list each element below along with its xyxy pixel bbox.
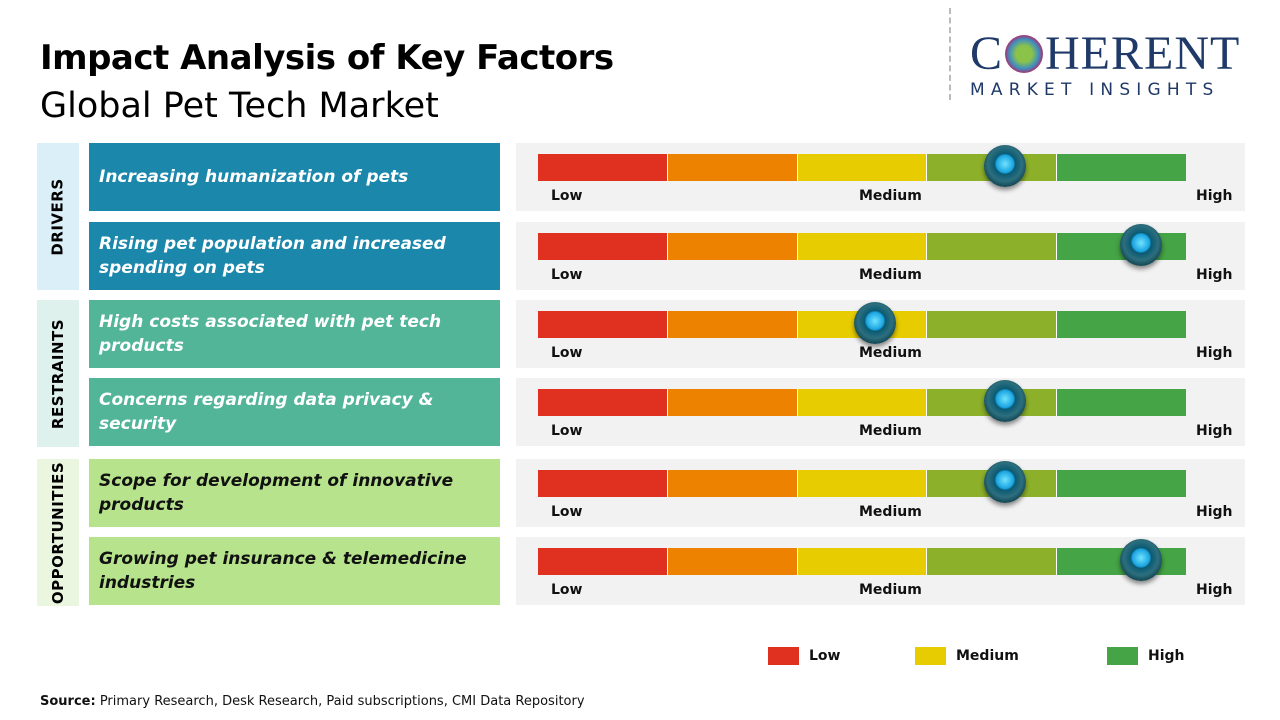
- impact-gauge: Low Medium High: [516, 222, 1245, 290]
- gauge-label-low: Low: [551, 582, 583, 598]
- gauge-segment: [667, 470, 798, 497]
- factor-box: Rising pet population and increased spen…: [89, 222, 500, 290]
- gauge-label-high: High: [1196, 267, 1233, 283]
- coherent-logo: C HERENT MARKET INSIGHTS: [970, 30, 1260, 101]
- gauge-label-medium: Medium: [859, 582, 922, 598]
- gauge-label-medium: Medium: [859, 188, 922, 204]
- gauge-segment: [927, 548, 1058, 575]
- factor-text: Increasing humanization of pets: [99, 167, 409, 187]
- gauge-label-high: High: [1196, 423, 1233, 439]
- gauge-label-high: High: [1196, 504, 1233, 520]
- gauge-segment: [538, 311, 668, 338]
- gauge-label-medium: Medium: [859, 345, 922, 361]
- impact-knob-icon: [983, 461, 1026, 503]
- gauge-label-high: High: [1196, 188, 1233, 204]
- group-label-drivers: DRIVERS: [37, 143, 79, 290]
- impact-gauge: Low Medium High: [516, 378, 1245, 446]
- factor-text: High costs associated with pet tech prod…: [99, 312, 442, 356]
- logo-divider: [949, 8, 951, 100]
- logo-subtitle: MARKET INSIGHTS: [970, 80, 1220, 100]
- factor-box: High costs associated with pet tech prod…: [89, 300, 500, 368]
- gauge-label-low: Low: [551, 267, 583, 283]
- legend-medium: Medium: [915, 647, 1019, 665]
- gauge-segment: [797, 389, 928, 416]
- gauge-segment: [667, 154, 798, 181]
- gauge-segment: [667, 389, 798, 416]
- factor-text: Rising pet population and increased spen…: [99, 234, 446, 278]
- gauge-segment: [1057, 154, 1186, 181]
- gauge-label-low: Low: [551, 504, 583, 520]
- gauge-segment: [538, 548, 668, 575]
- gauge-bar: [538, 311, 1186, 338]
- gauge-segment: [667, 311, 798, 338]
- group-label-opportunities: OPPORTUNITIES: [37, 459, 79, 606]
- gauge-bar: [538, 233, 1186, 260]
- gauge-label-medium: Medium: [859, 504, 922, 520]
- legend-swatch-medium: [915, 647, 946, 665]
- gauge-segment: [797, 548, 928, 575]
- gauge-bar: [538, 470, 1186, 497]
- source-note: Source: Primary Research, Desk Research,…: [40, 694, 585, 709]
- gauge-bar: [538, 548, 1186, 575]
- impact-knob-icon: [983, 145, 1026, 187]
- factor-text: Scope for development of innovative prod…: [99, 471, 454, 515]
- gauge-segment: [538, 389, 668, 416]
- gauge-label-medium: Medium: [859, 267, 922, 283]
- factor-box: Concerns regarding data privacy & securi…: [89, 378, 500, 446]
- factor-text: Growing pet insurance & telemedicine ind…: [99, 549, 467, 593]
- gauge-segment: [538, 154, 668, 181]
- factor-box: Growing pet insurance & telemedicine ind…: [89, 537, 500, 605]
- legend-swatch-low: [768, 647, 799, 665]
- impact-gauge: Low Medium High: [516, 300, 1245, 368]
- gauge-label-low: Low: [551, 423, 583, 439]
- impact-knob-icon: [1119, 224, 1162, 266]
- legend-low: Low: [768, 647, 840, 665]
- impact-knob-icon: [1119, 539, 1162, 581]
- impact-knob-icon: [983, 380, 1026, 422]
- gauge-segment: [538, 470, 668, 497]
- gauge-label-medium: Medium: [859, 423, 922, 439]
- factor-box: Scope for development of innovative prod…: [89, 459, 500, 527]
- gauge-segment: [667, 233, 798, 260]
- gauge-segment: [1057, 389, 1186, 416]
- factor-box: Increasing humanization of pets: [89, 143, 500, 211]
- gauge-label-high: High: [1196, 582, 1233, 598]
- gauge-segment: [1057, 311, 1186, 338]
- impact-gauge: Low Medium High: [516, 459, 1245, 527]
- legend-high: High: [1107, 647, 1185, 665]
- gauge-label-low: Low: [551, 188, 583, 204]
- gauge-segment: [538, 233, 668, 260]
- gauge-segment: [1057, 470, 1186, 497]
- gauge-segment: [797, 154, 928, 181]
- gauge-bar: [538, 154, 1186, 181]
- gauge-segment: [797, 233, 928, 260]
- gauge-segment: [667, 548, 798, 575]
- gauge-segment: [927, 311, 1058, 338]
- impact-knob-icon: [853, 302, 896, 344]
- page-title: Impact Analysis of Key Factors: [40, 38, 614, 78]
- group-label-restraints: RESTRAINTS: [37, 300, 79, 447]
- gauge-segment: [797, 470, 928, 497]
- impact-gauge: Low Medium High: [516, 143, 1245, 211]
- impact-gauge: Low Medium High: [516, 537, 1245, 605]
- legend-swatch-high: [1107, 647, 1138, 665]
- gauge-segment: [927, 233, 1058, 260]
- gauge-label-low: Low: [551, 345, 583, 361]
- gauge-bar: [538, 389, 1186, 416]
- globe-icon: [1005, 35, 1044, 73]
- gauge-label-high: High: [1196, 345, 1233, 361]
- page-subtitle: Global Pet Tech Market: [40, 86, 439, 126]
- factor-text: Concerns regarding data privacy & securi…: [99, 390, 434, 434]
